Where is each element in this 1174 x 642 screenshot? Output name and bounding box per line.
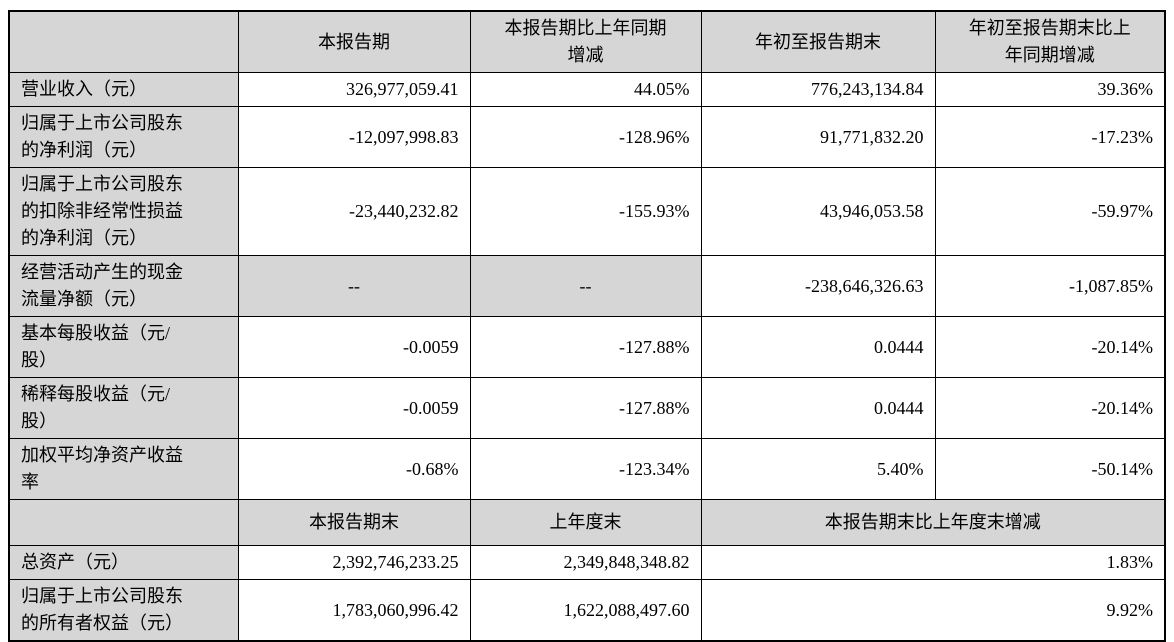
- row-net-profit-excl-ytd: 43,946,053.58: [700, 167, 936, 256]
- row-net-profit-excl-label: 归属于上市公司股东的扣除非经常性损益的净利润（元）: [8, 167, 239, 256]
- row-revenue-current-yoy: 44.05%: [469, 72, 702, 107]
- row-basic-eps: 基本每股收益（元/股） -0.0059 -127.88% 0.0444 -20.…: [8, 316, 1166, 378]
- row-net-profit-excl-nonrecurring: 归属于上市公司股东的扣除非经常性损益的净利润（元） -23,440,232.82…: [8, 167, 1166, 256]
- row-roe-ytd: 5.40%: [700, 438, 936, 500]
- row-total-assets-prev-year-end: 2,349,848,348.82: [469, 545, 702, 580]
- row-cash-flow-current: --: [237, 255, 471, 317]
- row-total-assets-change: 1.83%: [700, 545, 1166, 580]
- row-revenue-ytd: 776,243,134.84: [700, 72, 936, 107]
- header-current-period-yoy: 本报告期比上年同期增减: [469, 10, 702, 73]
- row-net-profit-current-yoy: -128.96%: [469, 106, 702, 168]
- row-net-profit-label: 归属于上市公司股东的净利润（元）: [8, 106, 239, 168]
- row-total-assets: 总资产（元） 2,392,746,233.25 2,349,848,348.82…: [8, 545, 1166, 580]
- row-basic-eps-label: 基本每股收益（元/股）: [8, 316, 239, 378]
- row-roe-current: -0.68%: [237, 438, 471, 500]
- row-equity-change: 9.92%: [700, 579, 1166, 642]
- corner-cell: [8, 10, 239, 73]
- row-equity-prev-year-end: 1,622,088,497.60: [469, 579, 702, 642]
- row-net-profit-current: -12,097,998.83: [237, 106, 471, 168]
- row-diluted-eps-label: 稀释每股收益（元/股）: [8, 377, 239, 439]
- balance-header-row: 本报告期末 上年度末 本报告期末比上年度末增减: [8, 499, 1166, 546]
- row-diluted-eps-current: -0.0059: [237, 377, 471, 439]
- row-diluted-eps-ytd-yoy: -20.14%: [934, 377, 1166, 439]
- row-basic-eps-current: -0.0059: [237, 316, 471, 378]
- header-period-end: 本报告期末: [237, 499, 471, 546]
- row-revenue-current: 326,977,059.41: [237, 72, 471, 107]
- row-equity-period-end: 1,783,060,996.42: [237, 579, 471, 642]
- header-prev-year-end: 上年度末: [469, 499, 702, 546]
- row-basic-eps-current-yoy: -127.88%: [469, 316, 702, 378]
- row-net-profit-excl-ytd-yoy: -59.97%: [934, 167, 1166, 256]
- row-roe-label: 加权平均净资产收益率: [8, 438, 239, 500]
- financial-summary-table: 本报告期 本报告期比上年同期增减 年初至报告期末 年初至报告期末比上年同期增减 …: [8, 10, 1166, 642]
- row-cash-flow-ytd: -238,646,326.63: [700, 255, 936, 317]
- row-diluted-eps: 稀释每股收益（元/股） -0.0059 -127.88% 0.0444 -20.…: [8, 377, 1166, 439]
- row-revenue-label: 营业收入（元）: [8, 72, 239, 107]
- balance-corner-cell: [8, 499, 239, 546]
- row-net-profit-excl-current-yoy: -155.93%: [469, 167, 702, 256]
- header-ytd-yoy: 年初至报告期末比上年同期增减: [934, 10, 1166, 73]
- row-net-profit-ytd: 91,771,832.20: [700, 106, 936, 168]
- row-basic-eps-ytd-yoy: -20.14%: [934, 316, 1166, 378]
- row-total-assets-label: 总资产（元）: [8, 545, 239, 580]
- header-ytd: 年初至报告期末: [700, 10, 936, 73]
- header-period-end-change: 本报告期末比上年度末增减: [700, 499, 1166, 546]
- row-roe-current-yoy: -123.34%: [469, 438, 702, 500]
- row-cash-flow-ytd-yoy: -1,087.85%: [934, 255, 1166, 317]
- row-net-profit: 归属于上市公司股东的净利润（元） -12,097,998.83 -128.96%…: [8, 106, 1166, 168]
- row-basic-eps-ytd: 0.0444: [700, 316, 936, 378]
- row-operating-cash-flow: 经营活动产生的现金流量净额（元） -- -- -238,646,326.63 -…: [8, 255, 1166, 317]
- row-cash-flow-label: 经营活动产生的现金流量净额（元）: [8, 255, 239, 317]
- row-revenue-ytd-yoy: 39.36%: [934, 72, 1166, 107]
- row-cash-flow-current-yoy: --: [469, 255, 702, 317]
- row-total-assets-period-end: 2,392,746,233.25: [237, 545, 471, 580]
- row-roe-ytd-yoy: -50.14%: [934, 438, 1166, 500]
- row-revenue: 营业收入（元） 326,977,059.41 44.05% 776,243,13…: [8, 72, 1166, 107]
- row-weighted-roe: 加权平均净资产收益率 -0.68% -123.34% 5.40% -50.14%: [8, 438, 1166, 500]
- row-diluted-eps-current-yoy: -127.88%: [469, 377, 702, 439]
- period-header-row: 本报告期 本报告期比上年同期增减 年初至报告期末 年初至报告期末比上年同期增减: [8, 10, 1166, 73]
- row-net-profit-ytd-yoy: -17.23%: [934, 106, 1166, 168]
- header-current-period: 本报告期: [237, 10, 471, 73]
- row-diluted-eps-ytd: 0.0444: [700, 377, 936, 439]
- row-equity: 归属于上市公司股东的所有者权益（元） 1,783,060,996.42 1,62…: [8, 579, 1166, 642]
- row-equity-label: 归属于上市公司股东的所有者权益（元）: [8, 579, 239, 642]
- row-net-profit-excl-current: -23,440,232.82: [237, 167, 471, 256]
